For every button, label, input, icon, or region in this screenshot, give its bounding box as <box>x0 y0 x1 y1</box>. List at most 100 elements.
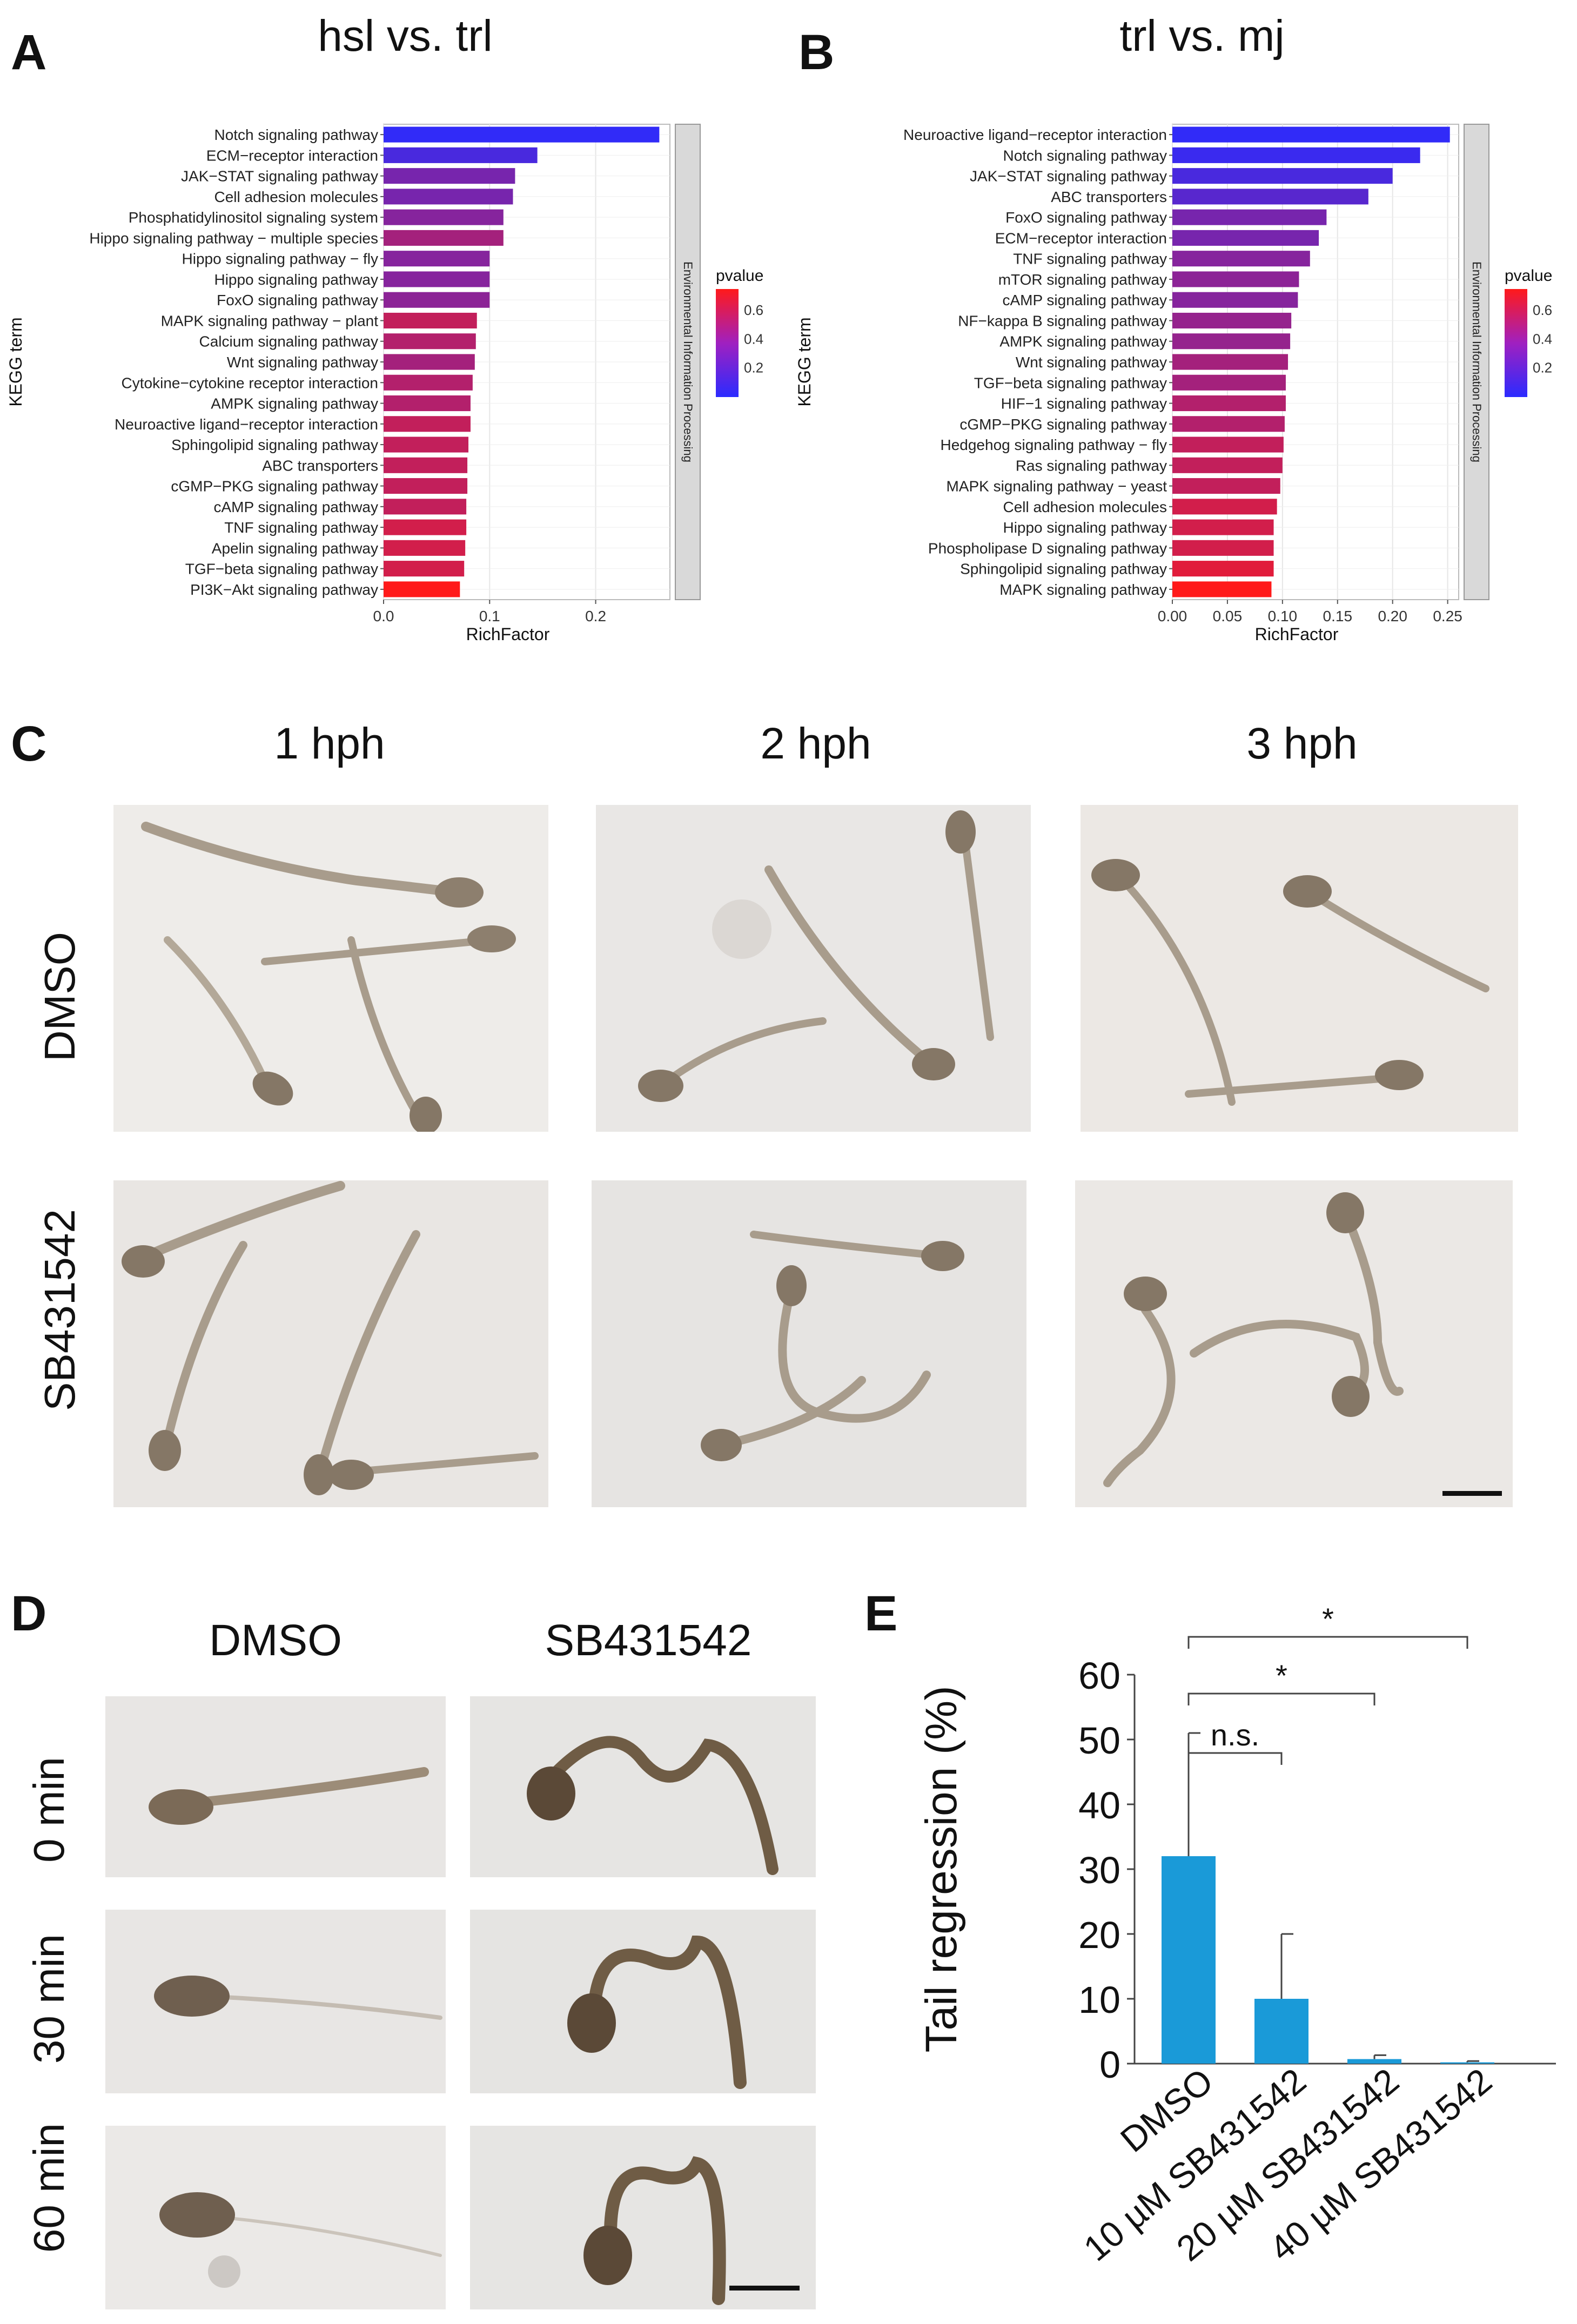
bar <box>384 126 660 143</box>
bar <box>384 457 468 473</box>
significance-label: * <box>1276 1658 1287 1692</box>
bar <box>384 416 471 432</box>
category-label: Cytokine−cytokine receptor interaction <box>122 374 378 391</box>
x-axis-label: RichFactor <box>466 624 550 644</box>
category-label: ABC transporters <box>1051 189 1167 205</box>
legend-title: pvalue <box>716 267 763 285</box>
category-label: TGF−beta signaling pathway <box>974 374 1167 391</box>
category-label: Calcium signaling pathway <box>199 333 378 350</box>
category-label: HIF−1 signaling pathway <box>1001 395 1167 412</box>
scale-bar <box>729 2286 800 2291</box>
bar <box>384 209 504 225</box>
category-label: Cell adhesion molecules <box>1003 499 1167 515</box>
panel-c-row-label-2: SB431542 <box>36 1209 84 1411</box>
category-label: AMPK signaling pathway <box>999 333 1167 350</box>
facet-strip <box>675 124 701 600</box>
category-label: Hippo signaling pathway − multiple speci… <box>89 230 378 246</box>
panel-a-title: hsl vs. trl <box>318 11 493 61</box>
y-tick-label: 30 <box>1078 1849 1120 1891</box>
category-label: FoxO signaling pathway <box>1005 209 1167 226</box>
category-label: Apelin signaling pathway <box>212 540 378 556</box>
bar <box>384 251 490 267</box>
category-label: Sphingolipid signaling pathway <box>960 561 1167 577</box>
tadpole-photo-d-sb-30min <box>470 1910 816 2093</box>
facet-label: Environmental Information Processing <box>681 261 695 462</box>
bar <box>1172 333 1291 350</box>
bar <box>1172 374 1286 391</box>
panel-c-col-label-3: 3 hph <box>1246 719 1358 768</box>
bar <box>1172 457 1283 473</box>
legend-colorbar <box>716 289 739 397</box>
bar <box>1172 416 1285 432</box>
bar <box>1172 230 1319 246</box>
legend-colorbar <box>1505 289 1527 397</box>
category-label: AMPK signaling pathway <box>211 395 378 412</box>
panel-a-letter: A <box>11 25 47 80</box>
panel-d-letter: D <box>11 1586 47 1641</box>
category-label: Wnt signaling pathway <box>227 354 378 371</box>
bar <box>384 540 466 556</box>
tadpole-photo-dmso-1hph <box>113 805 548 1132</box>
category-label: Hippo signaling pathway <box>214 271 378 288</box>
panel-c-col-label-2: 2 hph <box>760 719 871 768</box>
x-axis-label: RichFactor <box>1255 624 1339 644</box>
significance-bracket <box>1187 1692 1375 1705</box>
bar <box>384 189 513 205</box>
kegg-chart-b: Neuroactive ligand−receptor interaction N… <box>795 124 1552 644</box>
category-label: cAMP signaling pathway <box>1002 292 1167 308</box>
x-tick-label: 0.15 <box>1323 608 1353 624</box>
significance-bracket <box>1187 1636 1468 1649</box>
bar <box>384 395 471 412</box>
bar <box>1172 395 1286 412</box>
tadpole-photo-d-dmso-60min <box>105 2126 446 2309</box>
tadpole-photo-d-dmso-30min <box>105 1910 446 2093</box>
panel-e-letter: E <box>864 1586 898 1641</box>
x-tick-label: 0.00 <box>1158 608 1187 624</box>
y-axis-label: Tail regression (%) <box>917 1686 966 2053</box>
kegg-chart-a: Notch signaling pathway ECM−receptor inte… <box>6 124 763 644</box>
panel-b-title: trl vs. mj <box>1119 11 1285 61</box>
bar <box>384 230 504 246</box>
category-label: Sphingolipid signaling pathway <box>171 436 378 453</box>
bar <box>1162 1856 1216 2064</box>
tadpole-photo-sb-1hph <box>113 1180 548 1507</box>
panel-c-row-label-1: DMSO <box>36 932 84 1062</box>
tadpole-photo-d-dmso-0min <box>105 1696 446 1877</box>
category-label: TNF signaling pathway <box>1013 251 1167 267</box>
bar <box>384 168 515 184</box>
bar <box>384 292 490 308</box>
bar <box>1172 499 1277 515</box>
x-tick-label: 0.20 <box>1378 608 1407 624</box>
x-tick-label: 0.25 <box>1433 608 1462 624</box>
bar <box>384 561 465 577</box>
bar <box>1172 271 1299 287</box>
category-label: NF−kappa B signaling pathway <box>958 312 1167 329</box>
tadpole-photo-dmso-2hph <box>596 805 1031 1132</box>
category-label: Phosphatidylinositol signaling system <box>129 209 378 226</box>
x-tick-label: 0.2 <box>585 608 606 624</box>
bar <box>1172 354 1289 370</box>
bar <box>1172 436 1284 453</box>
bar <box>384 147 538 163</box>
y-tick-label: 10 <box>1078 1979 1120 2021</box>
tadpole-photo-sb-3hph <box>1075 1180 1513 1507</box>
bar <box>384 581 460 597</box>
legend-title: pvalue <box>1505 267 1552 285</box>
panel-c-letter: C <box>11 716 47 771</box>
tadpole-photo-d-sb-60min <box>470 2126 816 2309</box>
category-label: Neuroactive ligand−receptor interaction <box>115 416 378 433</box>
category-label: Notch signaling pathway <box>1003 147 1167 164</box>
panel-d-col-label-1: DMSO <box>209 1616 342 1665</box>
facet-label: Environmental Information Processing <box>1470 261 1484 462</box>
panel-d-row-label-3: 60 min <box>25 2123 73 2253</box>
category-label: JAK−STAT signaling pathway <box>181 168 378 185</box>
bar <box>1172 189 1368 205</box>
bar <box>1440 2062 1494 2064</box>
bar <box>1172 478 1280 494</box>
y-tick-label: 0 <box>1099 2044 1120 2086</box>
bar <box>384 271 490 287</box>
y-axis-label: KEGG term <box>6 317 25 406</box>
facet-strip <box>1464 124 1489 600</box>
y-tick-label: 20 <box>1078 1914 1120 1956</box>
panel-d-row-label-2: 30 min <box>25 1933 73 2064</box>
